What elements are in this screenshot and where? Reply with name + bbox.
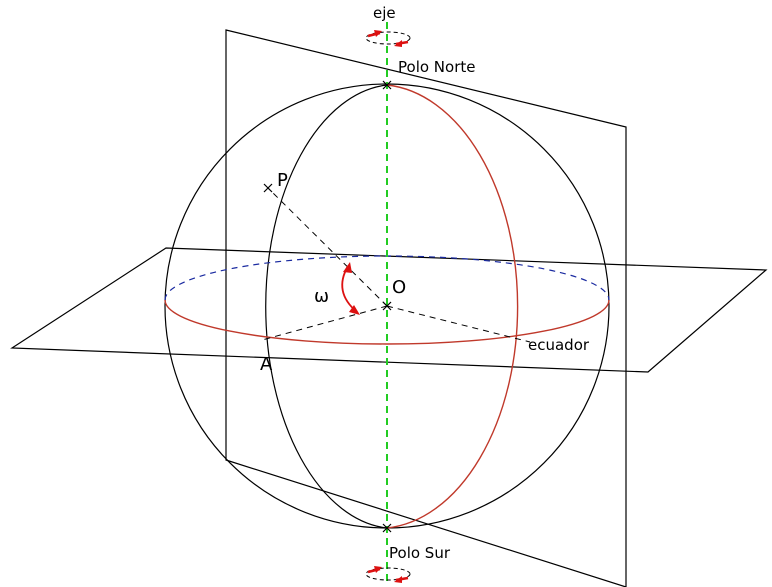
equatorial-plane bbox=[10, 247, 768, 373]
radius-oa bbox=[261, 305, 388, 341]
radius-oe bbox=[386, 305, 531, 343]
point-a-label: A bbox=[260, 354, 273, 375]
meridian-black bbox=[265, 84, 388, 529]
radius-op bbox=[267, 187, 388, 307]
axis-label: eje bbox=[373, 4, 396, 22]
north-pole-marker bbox=[382, 80, 392, 90]
point-p-marker bbox=[263, 183, 273, 193]
center-o-marker bbox=[382, 301, 392, 311]
angle-arrow-bottom bbox=[349, 305, 360, 315]
equator-front bbox=[164, 299, 610, 345]
point-p-label: P bbox=[277, 170, 288, 191]
south-pole-marker bbox=[382, 523, 392, 533]
angle-arc bbox=[341, 265, 358, 313]
angle-label: ω bbox=[314, 286, 329, 307]
south-pole-label: Polo Sur bbox=[389, 544, 451, 562]
top-rotation-arrow bbox=[365, 30, 411, 47]
equator-label: ecuador bbox=[528, 336, 590, 354]
bottom-rotation-arrow bbox=[365, 566, 411, 583]
north-pole-label: Polo Norte bbox=[398, 58, 475, 76]
meridian-red bbox=[386, 84, 519, 529]
meridian-plane bbox=[225, 29, 627, 587]
angle-arrow-top bbox=[343, 262, 352, 273]
center-o-label: O bbox=[392, 277, 406, 298]
